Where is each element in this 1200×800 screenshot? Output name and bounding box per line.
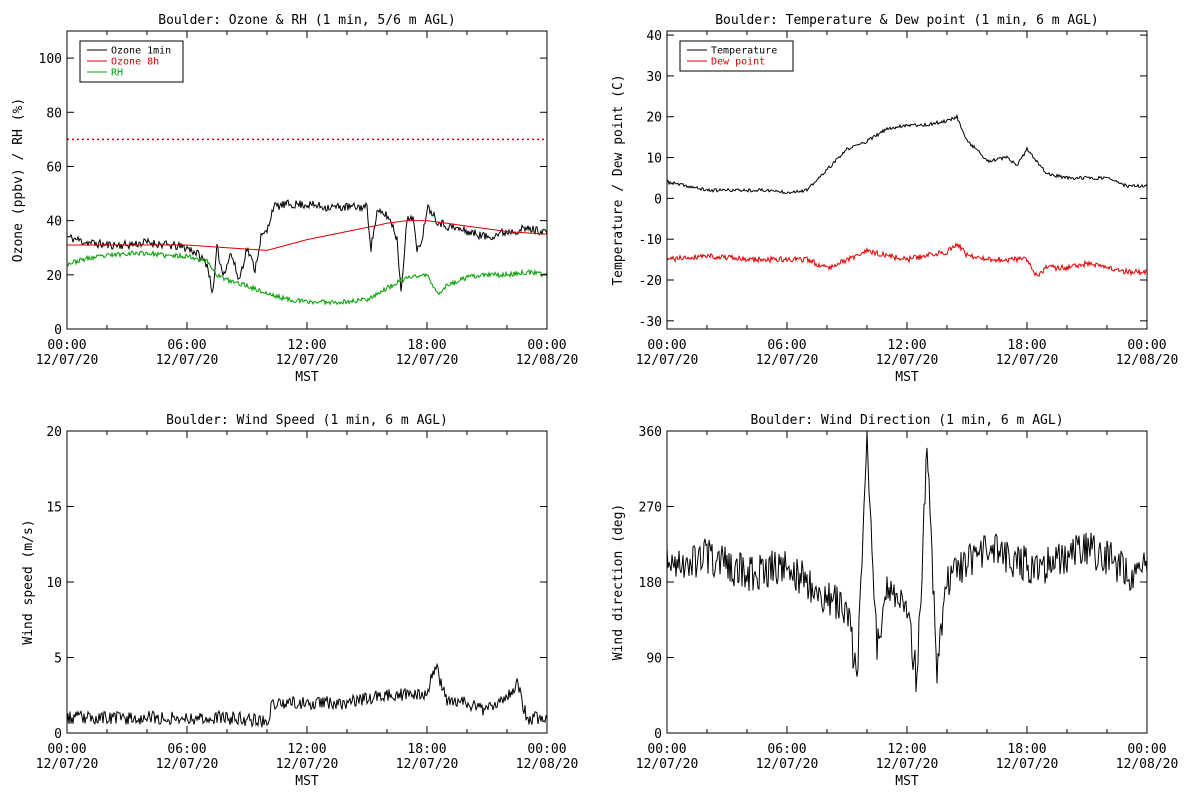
x-tick-label-time: 00:00: [527, 338, 566, 353]
x-tick-label-date: 12/07/20: [276, 353, 339, 368]
x-tick-label-date: 12/07/20: [756, 353, 819, 368]
x-tick-label-date: 12/07/20: [156, 353, 219, 368]
x-axis-label: MST: [295, 774, 319, 789]
x-tick-label-date: 12/07/20: [156, 757, 219, 772]
series-line-1-3: [66, 249, 548, 307]
chart-panel-2: -30-20-1001020304000:0012/07/2006:0012/0…: [611, 13, 1178, 385]
legend-entry: Temperature: [711, 46, 777, 57]
y-tick-label: 60: [46, 160, 62, 175]
x-tick-label-time: 00:00: [527, 742, 566, 757]
plot-frame: [666, 30, 1148, 330]
y-tick-label: 15: [46, 501, 62, 516]
legend-entry: RH: [111, 68, 123, 79]
x-tick-label-date: 12/08/20: [516, 353, 579, 368]
y-axis-label: Temperature / Dew point (C): [611, 74, 626, 285]
legend-entry: Ozone 8h: [111, 57, 159, 68]
y-tick-label: -30: [639, 315, 662, 330]
x-tick-label-time: 00:00: [1127, 742, 1166, 757]
x-tick-label-time: 12:00: [887, 338, 926, 353]
y-axis-label: Ozone (ppbv) / RH (%): [11, 98, 26, 262]
series-line-1-1: [66, 199, 548, 295]
x-tick-label-date: 12/07/20: [396, 757, 459, 772]
chart-title: Boulder: Temperature & Dew point (1 min,…: [715, 13, 1099, 28]
x-tick-label-date: 12/07/20: [636, 353, 699, 368]
x-tick-label-time: 06:00: [767, 338, 806, 353]
x-tick-label-time: 06:00: [167, 338, 206, 353]
x-tick-label-date: 12/07/20: [396, 353, 459, 368]
y-tick-label: 20: [646, 111, 662, 126]
x-tick-label-date: 12/08/20: [516, 757, 579, 772]
x-tick-label-date: 12/07/20: [876, 757, 939, 772]
x-tick-label-date: 12/07/20: [636, 757, 699, 772]
y-tick-label: 360: [639, 425, 662, 440]
y-tick-label: 20: [46, 425, 62, 440]
plot-frame: [66, 430, 548, 734]
x-tick-label-time: 00:00: [1127, 338, 1166, 353]
series-line-4-1: [666, 430, 1148, 692]
chart-panel-1: 02040608010000:0012/07/2006:0012/07/2012…: [11, 13, 578, 385]
y-tick-label: 40: [646, 29, 662, 44]
x-tick-label-time: 00:00: [647, 338, 686, 353]
series-line-2-1: [666, 113, 1148, 195]
chart-title: Boulder: Wind Direction (1 min, 6 m AGL): [750, 413, 1063, 428]
x-tick-label-date: 12/07/20: [36, 353, 99, 368]
x-tick-label-time: 12:00: [887, 742, 926, 757]
x-axis-label: MST: [295, 370, 319, 385]
x-tick-label-date: 12/07/20: [876, 353, 939, 368]
y-tick-label: 180: [639, 576, 662, 591]
series-line-3-1: [66, 662, 548, 728]
chart-panel-3: 0510152000:0012/07/2006:0012/07/2012:001…: [21, 413, 578, 789]
x-axis-label: MST: [895, 774, 919, 789]
x-tick-label-date: 12/07/20: [996, 757, 1059, 772]
y-axis-label: Wind speed (m/s): [21, 519, 36, 644]
x-tick-label-time: 18:00: [1007, 338, 1046, 353]
y-tick-label: 30: [646, 70, 662, 85]
legend-entry: Dew point: [711, 57, 765, 68]
series-line-1-2: [67, 220, 548, 251]
y-tick-label: 0: [654, 192, 662, 207]
chart-panel-4: 09018027036000:0012/07/2006:0012/07/2012…: [611, 413, 1178, 789]
y-tick-label: 5: [54, 652, 62, 667]
y-tick-label: 0: [54, 727, 62, 742]
x-tick-label-time: 18:00: [1007, 742, 1046, 757]
x-tick-label-date: 12/07/20: [996, 353, 1059, 368]
y-tick-label: 20: [46, 269, 62, 284]
chart-title: Boulder: Ozone & RH (1 min, 5/6 m AGL): [158, 13, 455, 28]
x-tick-label-date: 12/07/20: [36, 757, 99, 772]
y-tick-label: 90: [646, 652, 662, 667]
x-axis-label: MST: [895, 370, 919, 385]
x-tick-label-time: 12:00: [287, 338, 326, 353]
x-tick-label-date: 12/07/20: [276, 757, 339, 772]
x-tick-label-date: 12/07/20: [756, 757, 819, 772]
legend-entry: Ozone 1min: [111, 46, 171, 57]
y-tick-label: 10: [46, 576, 62, 591]
x-tick-label-time: 18:00: [407, 338, 446, 353]
y-tick-label: 100: [39, 52, 62, 67]
x-tick-label-time: 00:00: [47, 742, 86, 757]
x-tick-label-time: 12:00: [287, 742, 326, 757]
y-tick-label: -20: [639, 274, 662, 289]
legend-box: [679, 40, 794, 72]
x-tick-label-time: 00:00: [47, 338, 86, 353]
series-line-2-2: [666, 242, 1148, 278]
x-tick-label-date: 12/08/20: [1116, 757, 1179, 772]
y-tick-label: 40: [46, 215, 62, 230]
x-tick-label-date: 12/08/20: [1116, 353, 1179, 368]
y-tick-label: 0: [654, 727, 662, 742]
x-tick-label-time: 06:00: [167, 742, 206, 757]
x-tick-label-time: 18:00: [407, 742, 446, 757]
y-tick-label: 270: [639, 501, 662, 516]
y-tick-label: -10: [639, 233, 662, 248]
y-tick-label: 10: [646, 152, 662, 167]
chart-title: Boulder: Wind Speed (1 min, 6 m AGL): [166, 413, 448, 428]
y-axis-label: Wind direction (deg): [611, 504, 626, 661]
y-tick-label: 80: [46, 106, 62, 121]
x-tick-label-time: 06:00: [767, 742, 806, 757]
x-tick-label-time: 00:00: [647, 742, 686, 757]
y-tick-label: 0: [54, 323, 62, 338]
